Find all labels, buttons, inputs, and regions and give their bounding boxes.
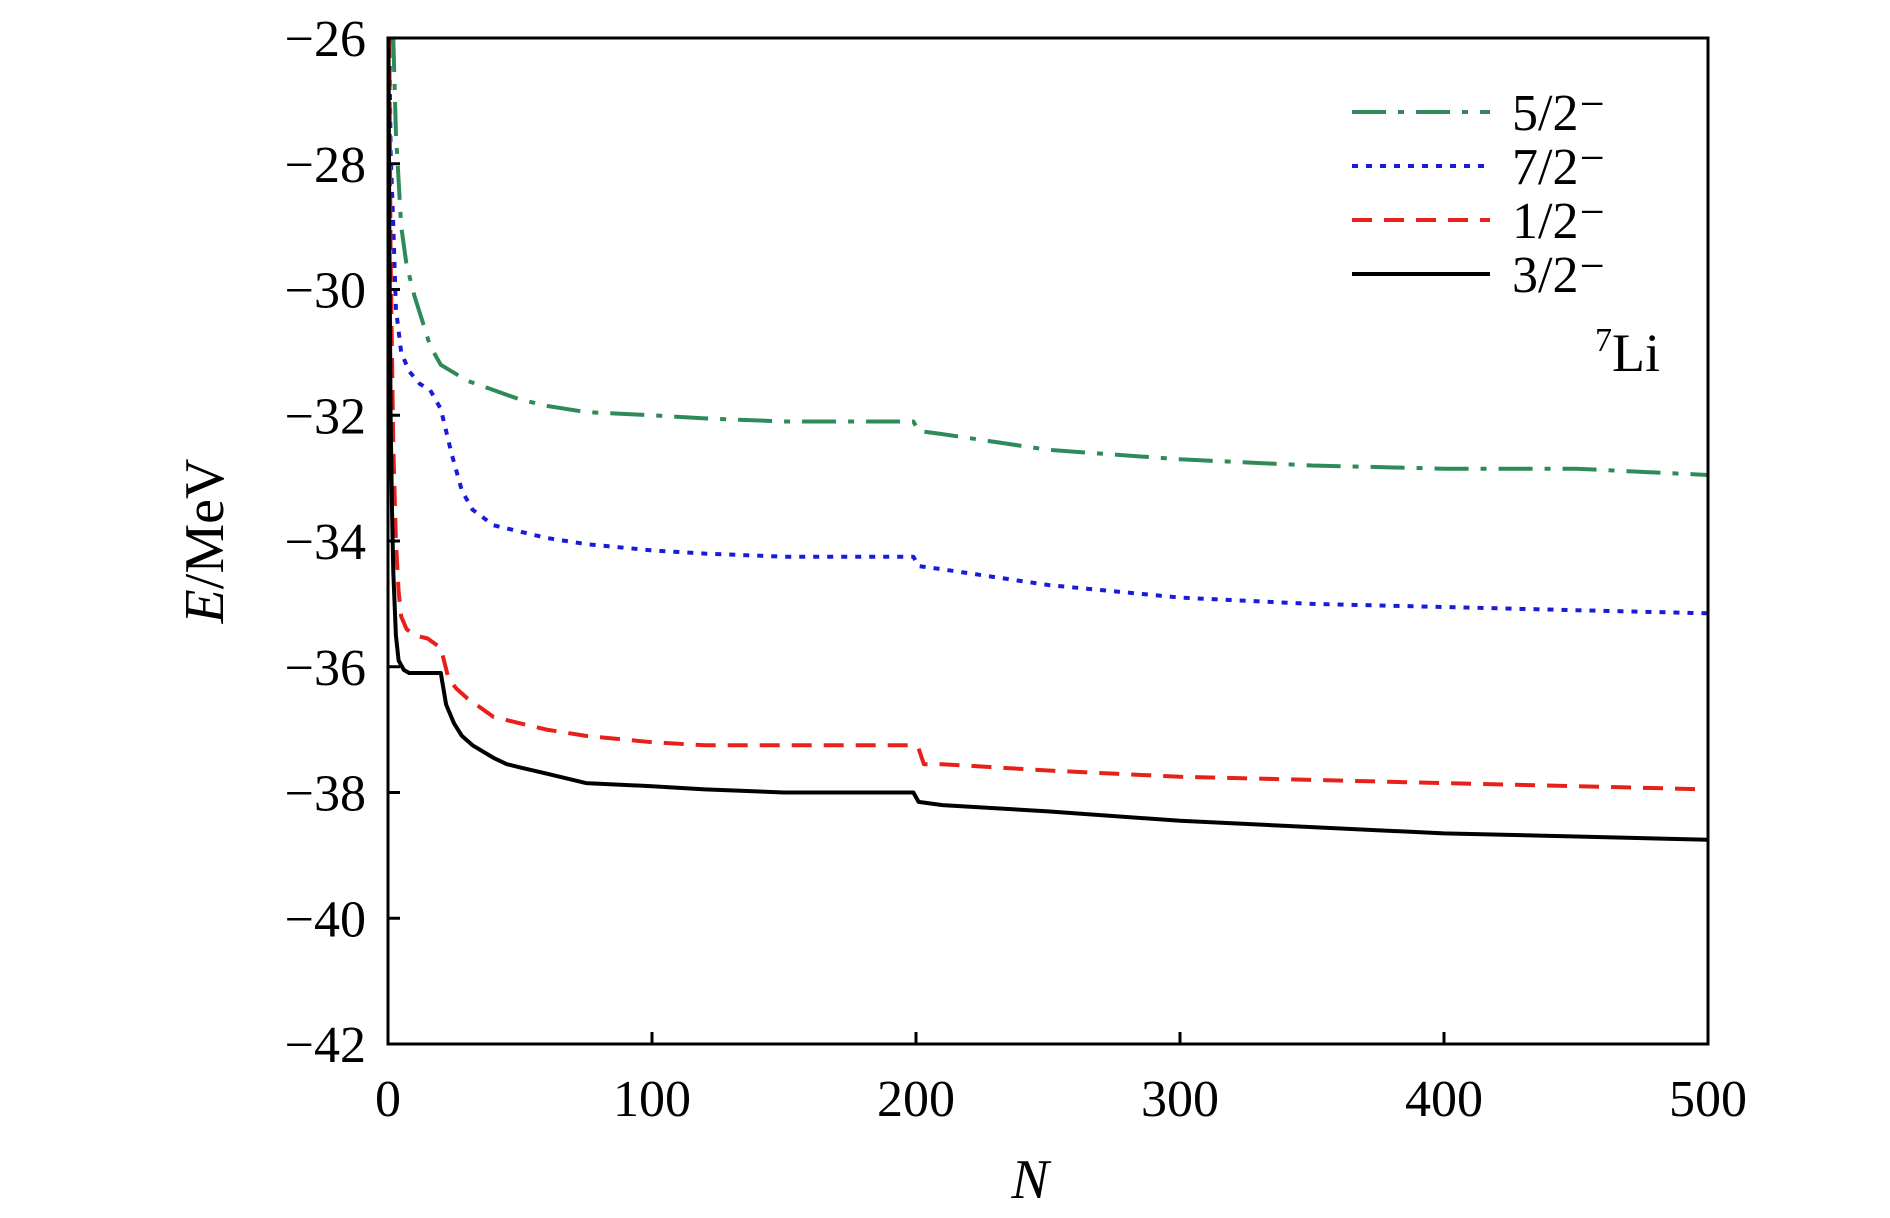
nucleus-symbol: Li	[1612, 323, 1660, 383]
series-line	[388, 38, 1708, 792]
series-line	[388, 38, 1708, 616]
x-tick-label: 300	[1141, 1071, 1219, 1128]
y-axis-label: E/MeV	[174, 459, 236, 625]
legend: 5/2⁻7/2⁻1/2⁻3/2⁻	[1352, 85, 1606, 304]
y-axis-label-symbol: E	[174, 589, 236, 624]
y-tick-label: −28	[285, 137, 366, 194]
y-tick-label: −42	[285, 1017, 366, 1074]
legend-label: 5/2⁻	[1512, 85, 1606, 142]
series-line	[391, 38, 1708, 477]
x-tick-label: 0	[375, 1071, 401, 1128]
x-tick-label: 500	[1669, 1071, 1747, 1128]
y-tick-label: −38	[285, 766, 366, 823]
y-tick-label: −32	[285, 388, 366, 445]
nucleus-annotation: 7Li	[1595, 322, 1660, 383]
y-tick-label: −34	[285, 514, 366, 571]
x-tick-label: 100	[613, 1071, 691, 1128]
nucleus-mass-number: 7	[1595, 322, 1612, 359]
series-line	[388, 38, 1708, 842]
x-tick-label: 200	[877, 1071, 955, 1128]
y-tick-label: −40	[285, 891, 366, 948]
series-layer	[388, 38, 1708, 842]
x-tick-label: 400	[1405, 1071, 1483, 1128]
legend-label: 1/2⁻	[1512, 193, 1606, 250]
y-tick-label: −26	[285, 11, 366, 68]
y-tick-label: −30	[285, 263, 366, 320]
y-tick-label: −36	[285, 640, 366, 697]
x-axis-label: N	[1010, 1149, 1051, 1211]
tick-layer: 0 100 200 300 400 500 −26 −28 −30 −32 −34 −36 −38 −40…	[285, 11, 1747, 1128]
legend-label: 3/2⁻	[1512, 247, 1606, 304]
legend-label: 7/2⁻	[1512, 139, 1606, 196]
y-axis-label-unit: /MeV	[174, 459, 236, 590]
